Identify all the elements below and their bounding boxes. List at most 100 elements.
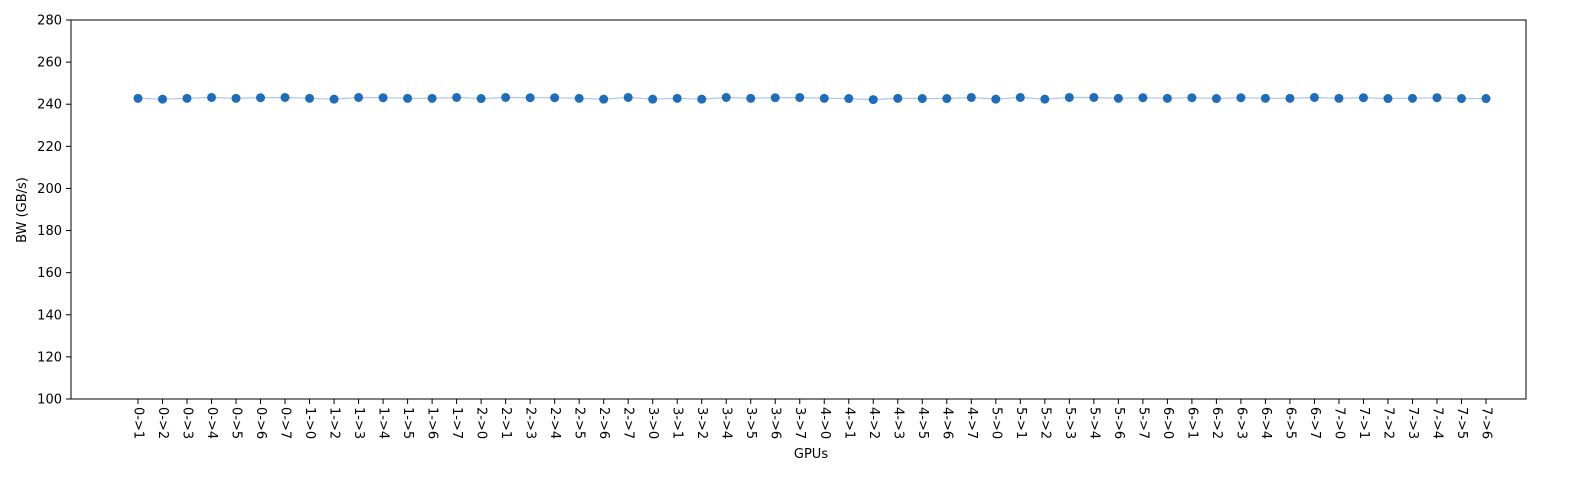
data-point xyxy=(623,92,633,102)
y-tick-label: 160 xyxy=(37,266,62,281)
x-tick-label: 5->0 xyxy=(988,407,1003,439)
data-point xyxy=(501,92,511,102)
data-point xyxy=(1334,93,1344,103)
y-axis-label: BW (GB/s) xyxy=(15,177,30,243)
x-tick-label: 0->2 xyxy=(155,407,170,439)
y-tick-label: 200 xyxy=(37,182,62,197)
data-point xyxy=(1260,93,1270,103)
x-tick-label: 6->5 xyxy=(1282,407,1297,439)
data-point xyxy=(966,92,976,102)
x-tick-label: 5->6 xyxy=(1111,407,1126,439)
x-tick-label: 6->4 xyxy=(1258,407,1273,439)
x-tick-label: 7->2 xyxy=(1380,407,1395,439)
data-point xyxy=(1456,94,1466,104)
x-tick-label: 4->5 xyxy=(915,407,930,439)
data-point xyxy=(1113,93,1123,103)
x-tick-label: 7->4 xyxy=(1429,407,1444,439)
data-point xyxy=(1383,94,1393,104)
x-tick-label: 2->5 xyxy=(572,407,587,439)
data-point xyxy=(476,94,486,104)
data-point xyxy=(305,93,315,103)
x-tick-label: 2->3 xyxy=(523,407,538,439)
data-point xyxy=(746,93,756,103)
data-point xyxy=(648,94,658,104)
x-tick-label: 3->6 xyxy=(768,407,783,439)
y-tick-label: 180 xyxy=(37,224,62,239)
data-point xyxy=(354,92,364,102)
x-axis: 0->1 0->2 0->3 0->4 0->5 0->6 0->7 1->0 1->2 1->3… xyxy=(131,399,1494,439)
x-tick-label: 5->3 xyxy=(1062,407,1077,439)
y-tick-label: 120 xyxy=(37,350,62,365)
data-markers xyxy=(133,92,1491,105)
data-point xyxy=(868,95,878,105)
x-tick-label: 1->5 xyxy=(400,407,415,439)
x-tick-label: 4->3 xyxy=(890,407,905,439)
data-point xyxy=(525,93,535,103)
data-point xyxy=(1040,94,1050,104)
x-tick-label: 2->7 xyxy=(621,407,636,439)
data-point xyxy=(403,93,413,103)
data-point xyxy=(893,93,903,103)
data-point xyxy=(574,93,584,103)
x-tick-label: 1->7 xyxy=(449,407,464,439)
x-tick-label: 2->0 xyxy=(474,407,489,439)
data-point xyxy=(1162,93,1172,103)
y-tick-label: 140 xyxy=(37,308,62,323)
data-point xyxy=(1481,94,1491,104)
data-point xyxy=(1064,92,1074,102)
data-point xyxy=(795,92,805,102)
x-tick-label: 3->0 xyxy=(645,407,660,439)
x-tick-label: 4->7 xyxy=(964,407,979,439)
x-tick-label: 6->2 xyxy=(1209,407,1224,439)
data-point xyxy=(378,93,388,103)
x-tick-label: 5->1 xyxy=(1013,407,1028,439)
data-point xyxy=(133,93,143,103)
data-point xyxy=(1285,93,1295,103)
x-tick-label: 4->6 xyxy=(939,407,954,439)
x-tick-label: 7->1 xyxy=(1356,407,1371,439)
x-tick-label: 6->1 xyxy=(1184,407,1199,439)
data-point xyxy=(1358,93,1368,103)
data-point xyxy=(599,94,609,104)
x-tick-label: 1->6 xyxy=(425,407,440,439)
data-point xyxy=(917,94,927,104)
x-tick-label: 5->2 xyxy=(1037,407,1052,439)
x-tick-label: 7->6 xyxy=(1479,407,1494,439)
x-tick-label: 4->0 xyxy=(817,407,832,439)
x-tick-label: 7->0 xyxy=(1331,407,1346,439)
x-tick-label: 5->7 xyxy=(1135,407,1150,439)
data-point xyxy=(1015,92,1025,102)
x-tick-label: 3->1 xyxy=(670,407,685,439)
data-point xyxy=(942,94,952,104)
x-tick-label: 4->1 xyxy=(841,407,856,439)
data-point xyxy=(1211,94,1221,104)
data-point xyxy=(697,94,707,104)
data-point xyxy=(1432,93,1442,103)
data-point xyxy=(158,94,168,104)
data-point xyxy=(1089,92,1099,102)
data-point xyxy=(329,94,339,104)
x-tick-label: 7->3 xyxy=(1405,407,1420,439)
x-tick-label: 5->4 xyxy=(1086,407,1101,439)
data-point xyxy=(1407,93,1417,103)
data-point xyxy=(1138,93,1148,103)
plot-area xyxy=(70,19,1527,400)
x-tick-label: 3->5 xyxy=(743,407,758,439)
data-point xyxy=(1187,93,1197,103)
y-axis: 100 120 140 160 180 200 220 240 260 280 xyxy=(37,14,71,408)
x-tick-label: 0->6 xyxy=(253,407,268,439)
x-tick-label: 1->2 xyxy=(327,407,342,439)
x-tick-label: 0->5 xyxy=(229,407,244,439)
x-tick-label: 3->4 xyxy=(719,407,734,439)
x-tick-label: 0->4 xyxy=(204,407,219,439)
data-point xyxy=(231,93,241,103)
y-tick-label: 240 xyxy=(37,98,62,113)
x-tick-label: 1->4 xyxy=(376,407,391,439)
data-point xyxy=(672,93,682,103)
x-tick-label: 2->1 xyxy=(498,407,513,439)
data-point xyxy=(207,92,217,102)
data-point xyxy=(256,93,266,103)
data-point xyxy=(427,93,437,103)
data-point xyxy=(452,92,462,102)
